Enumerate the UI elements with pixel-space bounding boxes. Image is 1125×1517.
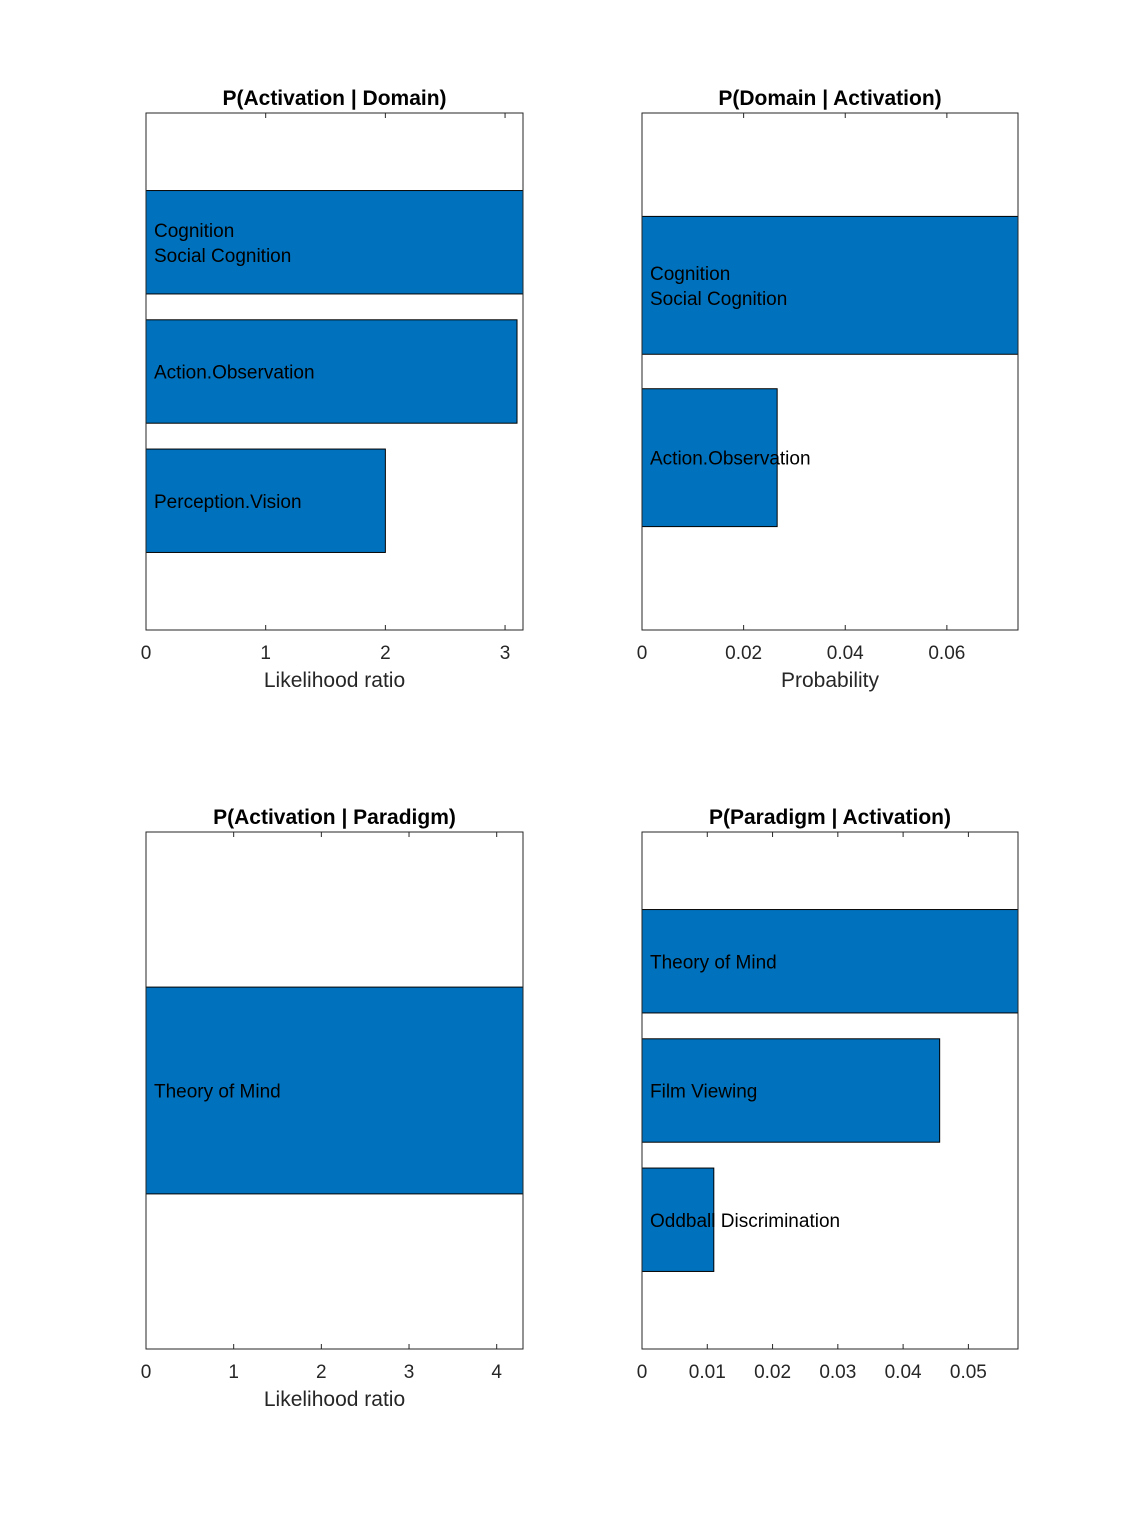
bar-label-line: Cognition (154, 221, 234, 242)
bar-label-line: Action.Observation (650, 449, 811, 470)
x-tick-label: 0.04 (885, 1362, 922, 1383)
bar-label: Action.Observation (154, 363, 315, 384)
axes-frame (641, 112, 1019, 631)
x-tick-label: 4 (491, 1362, 502, 1383)
x-tick-label: 3 (500, 643, 511, 664)
bar-label: Cognition Social Cognition (650, 264, 787, 310)
bar (145, 319, 518, 424)
x-tick-label: 0 (637, 1362, 648, 1383)
bar (145, 986, 524, 1195)
x-tick-label: 0.01 (689, 1362, 726, 1383)
bar-label: Action.Observation (650, 449, 811, 470)
chart-3: Theory of Mind 0 1 2 3 4 P(Activation | Paradi… (141, 806, 524, 1411)
bar-label-line: Social Cognition (650, 289, 787, 310)
x-tick-label: 0.04 (827, 643, 864, 664)
bar-label-line: Perception.Vision (154, 492, 302, 513)
bar-label-line: Oddball Discrimination (650, 1211, 840, 1232)
bar-label-line: Social Cognition (154, 246, 291, 267)
x-tick-label: 0 (141, 1362, 152, 1383)
bar (641, 388, 778, 528)
axes-frame (145, 831, 524, 1350)
bar-label-line: Film Viewing (650, 1082, 757, 1103)
bar-label: Cognition Social Cognition (154, 221, 291, 267)
bar-label: Oddball Discrimination (650, 1211, 840, 1232)
bar-label: Film Viewing (650, 1082, 757, 1103)
x-tick-label: 3 (404, 1362, 415, 1383)
bar-label-line: Action.Observation (154, 363, 315, 384)
bar-label: Perception.Vision (154, 492, 302, 513)
chart-4: Theory of Mind Film Viewing Oddball Discri… (637, 806, 1019, 1383)
bar (641, 909, 1019, 1014)
bar-label: Theory of Mind (650, 952, 777, 973)
x-tick-label: 1 (260, 643, 271, 664)
bar-label-line: Theory of Mind (154, 1082, 281, 1103)
x-tick-label: 0.02 (754, 1362, 791, 1383)
chart-title: P(Activation | Domain) (222, 87, 446, 110)
x-tick-label: 0 (141, 643, 152, 664)
bar (145, 190, 524, 295)
chart-title: P(Activation | Paradigm) (213, 806, 456, 829)
x-tick-label: 0.03 (819, 1362, 856, 1383)
chart-title: P(Paradigm | Activation) (709, 806, 951, 829)
axes-background (642, 113, 1018, 630)
x-axis-label: Likelihood ratio (264, 1388, 405, 1411)
x-axis-label: Probability (781, 669, 880, 692)
bar-label-line: Theory of Mind (650, 952, 777, 973)
chart-title: P(Domain | Activation) (718, 87, 941, 110)
x-tick-label: 0.06 (928, 643, 965, 664)
bar-label: Theory of Mind (154, 1082, 281, 1103)
x-tick-label: 2 (380, 643, 391, 664)
bar (641, 215, 1019, 355)
bar (641, 1038, 941, 1143)
x-tick-label: 0 (637, 643, 648, 664)
x-tick-label: 0.02 (725, 643, 762, 664)
x-tick-label: 2 (316, 1362, 327, 1383)
x-tick-label: 1 (228, 1362, 239, 1383)
x-tick-label: 0.05 (950, 1362, 987, 1383)
axes-frame (145, 112, 524, 631)
bar-label-line: Cognition (650, 264, 730, 285)
axes-frame (641, 831, 1019, 1350)
x-axis-label: Likelihood ratio (264, 669, 405, 692)
chart-2: Cognition Social Cognition Action.Observat… (637, 87, 1019, 692)
bar (641, 1167, 715, 1272)
chart-1: Cognition Social Cognition Action.Observat… (141, 87, 524, 692)
